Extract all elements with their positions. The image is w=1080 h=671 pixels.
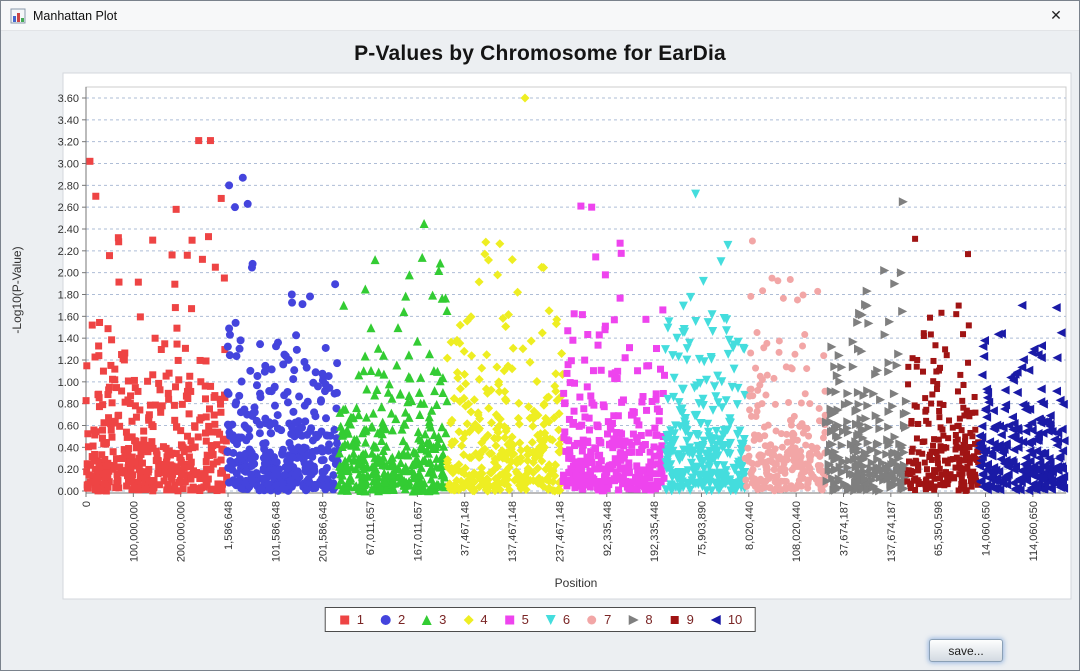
chart-legend: 1 2 3 4 5 6 7 8 9 10	[324, 607, 756, 632]
legend-item-3: 3	[420, 612, 446, 627]
legend-item-label: 10	[727, 612, 743, 627]
app-icon	[9, 7, 27, 25]
close-icon: ✕	[1050, 7, 1062, 23]
svg-text:201,586,648: 201,586,648	[318, 501, 330, 562]
svg-text:92,335,448: 92,335,448	[602, 501, 614, 556]
svg-text:137,467,148: 137,467,148	[507, 501, 519, 562]
legend-item-label: 3	[439, 612, 447, 627]
svg-text:2.80: 2.80	[58, 180, 79, 192]
svg-text:101,586,648: 101,586,648	[270, 501, 282, 562]
svg-text:37,674,187: 37,674,187	[838, 501, 850, 556]
legend-item-label: 9	[686, 612, 694, 627]
svg-text:37,467,148: 37,467,148	[460, 501, 472, 556]
svg-text:0.00: 0.00	[58, 486, 79, 498]
svg-text:2.00: 2.00	[58, 268, 79, 280]
legend-item-8: 8	[626, 612, 653, 627]
legend-marker-icon	[628, 614, 639, 625]
svg-text:1.60: 1.60	[58, 311, 79, 323]
legend-item-6: 6	[544, 612, 570, 627]
svg-text:137,674,187: 137,674,187	[886, 501, 898, 562]
titlebar: Manhattan Plot ✕	[1, 1, 1079, 31]
svg-text:2.40: 2.40	[58, 224, 79, 236]
svg-text:167,011,657: 167,011,657	[412, 501, 424, 561]
legend-marker-icon	[710, 614, 721, 625]
legend-item-label: 7	[604, 612, 612, 627]
svg-text:1.40: 1.40	[58, 333, 79, 345]
svg-text:1.20: 1.20	[58, 355, 79, 367]
save-button[interactable]: save...	[929, 639, 1003, 662]
legend-marker-icon	[422, 614, 433, 625]
svg-text:200,000,000: 200,000,000	[176, 501, 188, 562]
legend-item-label: 6	[562, 612, 571, 627]
svg-text:1.00: 1.00	[58, 377, 79, 389]
svg-text:1.80: 1.80	[58, 290, 79, 302]
chart-icon	[10, 8, 26, 23]
legend-item-10: 10	[709, 612, 742, 627]
svg-text:192,335,448: 192,335,448	[649, 501, 661, 562]
legend-item-4: 4	[461, 612, 488, 627]
svg-text:Position: Position	[555, 576, 598, 590]
legend-item-label: 8	[645, 612, 653, 627]
legend-item-label: 2	[397, 612, 406, 627]
window-title: Manhattan Plot	[33, 8, 118, 23]
svg-text:1,586,648: 1,586,648	[223, 501, 235, 550]
legend-item-label: 4	[480, 612, 488, 627]
legend-item-1: 1	[338, 612, 364, 627]
legend-item-label: 1	[356, 612, 364, 627]
svg-text:67,011,657: 67,011,657	[365, 501, 377, 555]
svg-text:100,000,000: 100,000,000	[128, 501, 140, 562]
legend-marker-icon	[380, 614, 391, 625]
svg-text:0.20: 0.20	[58, 464, 79, 476]
svg-text:75,903,890: 75,903,890	[696, 501, 708, 556]
legend-marker-icon	[545, 614, 556, 625]
legend-marker-icon	[670, 615, 679, 624]
svg-text:2.60: 2.60	[58, 202, 79, 214]
svg-text:3.60: 3.60	[58, 93, 79, 105]
svg-text:65,350,598: 65,350,598	[933, 501, 945, 556]
chart-panel: P-Values by Chromosome for EarDia 0.00 0.…	[1, 31, 1079, 670]
svg-text:3.00: 3.00	[58, 159, 79, 171]
svg-text:237,467,148: 237,467,148	[554, 501, 566, 562]
svg-text:-Log10(P-Value): -Log10(P-Value)	[10, 246, 24, 333]
legend-item-5: 5	[503, 612, 529, 627]
close-button[interactable]: ✕	[1033, 1, 1079, 30]
chart-title: P-Values by Chromosome for EarDia	[354, 42, 726, 65]
legend-marker-icon	[463, 614, 474, 625]
svg-text:0: 0	[81, 501, 93, 507]
svg-text:108,020,440: 108,020,440	[791, 501, 803, 562]
svg-text:114,060,650: 114,060,650	[1028, 501, 1040, 561]
svg-text:2.20: 2.20	[58, 246, 79, 258]
svg-text:14,060,650: 14,060,650	[981, 501, 993, 556]
svg-text:0.80: 0.80	[58, 399, 79, 411]
legend-item-label: 5	[521, 612, 529, 627]
legend-item-7: 7	[585, 612, 611, 627]
legend-item-2: 2	[379, 612, 405, 627]
legend-item-9: 9	[668, 612, 694, 627]
manhattan-plot[interactable]: 0.00 0.20 0.40 0.60 0.80 1.00 1.20 1.40 1.60 1.80…	[1, 31, 1080, 606]
legend-marker-icon	[587, 615, 597, 624]
svg-text:3.40: 3.40	[58, 115, 79, 127]
svg-text:3.20: 3.20	[58, 137, 79, 149]
svg-text:0.40: 0.40	[58, 442, 79, 454]
svg-text:8,020,440: 8,020,440	[744, 501, 756, 550]
svg-text:0.60: 0.60	[58, 421, 79, 433]
legend-marker-icon	[505, 615, 515, 624]
legend-marker-icon	[340, 615, 350, 624]
